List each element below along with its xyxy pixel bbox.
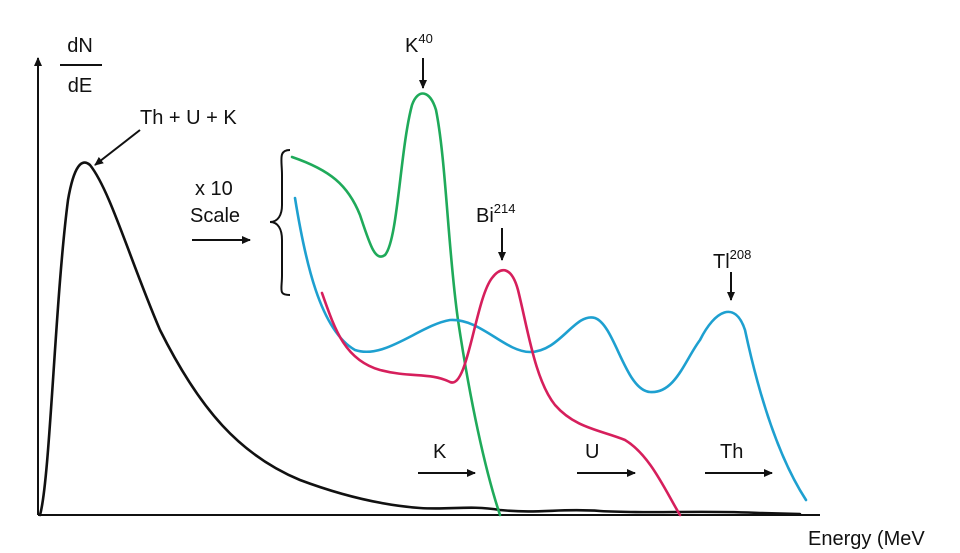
window-th: Th xyxy=(720,441,743,463)
k-peak-text: K xyxy=(405,35,419,57)
bi-peak-label: Bi214 xyxy=(476,201,516,227)
window-u: U xyxy=(585,441,599,463)
total-label: Th + U + K xyxy=(140,107,237,129)
tl-peak-text: Tl xyxy=(713,251,730,273)
bi-peak-text: Bi xyxy=(476,205,494,227)
k-peak-sup: 40 xyxy=(418,31,432,46)
th-curve xyxy=(293,196,808,502)
bi-peak-sup: 214 xyxy=(494,201,516,216)
scale-top: x 10 xyxy=(195,178,233,200)
scale-bottom: Scale xyxy=(190,205,240,227)
tl-peak-sup: 208 xyxy=(730,247,752,262)
k-peak-label: K40 xyxy=(405,31,433,57)
scale-brace xyxy=(269,149,291,296)
window-k: K xyxy=(433,441,447,463)
total-pointer xyxy=(94,129,141,166)
k-curve xyxy=(290,92,502,517)
u-curve xyxy=(320,269,682,517)
x-label: Energy (MeV xyxy=(808,528,925,550)
total-curve xyxy=(38,161,802,517)
tl-peak-label: Tl208 xyxy=(713,247,751,273)
y-label-bottom: dE xyxy=(68,75,92,97)
y-label-top: dN xyxy=(67,35,93,57)
